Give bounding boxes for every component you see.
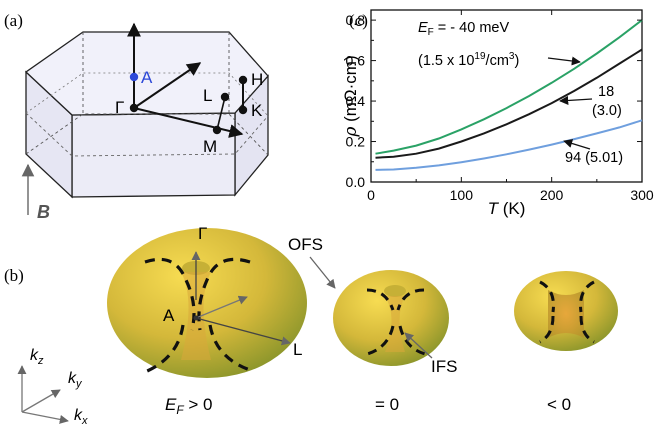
resistivity-chart: 0 100 200 300 0.0 0.2 0.4 0.6 0.8 T (K) ρ (mΩ·cm) [341,9,654,218]
y-tick-label-0: 0.0 [346,174,366,190]
panel-c-label: (c) [349,11,368,30]
fermi-surface-zero [333,270,449,366]
torus-small-dash-bl [539,315,555,344]
kx-label: kx [74,407,88,427]
point-gamma-label: Γ [115,98,124,117]
y-tick-label-1: 0.2 [346,134,366,150]
torus-large [107,228,307,378]
ifs-label: IFS [431,357,457,376]
point-k-label: K [251,101,263,120]
x-axis-label: T (K) [488,199,526,218]
torus-medium [333,270,449,366]
density-annotation: (1.5 x 1019/cm3) [418,51,519,69]
torus-medium-ifs [385,296,405,352]
hexagonal-prism [24,31,269,199]
fermi-surface-positive [107,228,307,378]
torus-medium-neck [384,285,406,297]
panel-a: (a) A Γ H L K [4,11,269,222]
panel-a-label: (a) [4,11,23,30]
panel-c: (c) 0 100 200 300 0.0 0.2 0.4 0.6 0.8 T (K) ρ (mΩ·… [341,9,654,218]
l-label-b: L [293,340,302,359]
point-m-label: M [203,137,217,156]
blue-label-pointer [563,139,591,150]
a-to-l-arrow [195,317,291,346]
black-series-label-2: (3.0) [592,103,622,119]
torus-large-dash-tr [197,257,251,331]
torus-medium-dash-tl [366,288,395,311]
point-a-dot [129,72,139,82]
point-l-label: L [203,86,212,105]
series-line-0 [375,19,643,155]
x-tick-label-1: 100 [450,187,474,203]
a-to-ifs-arrow [195,295,248,319]
black-label-pointer [559,95,593,106]
torus-small-dash-br [579,315,595,344]
gamma-label-b: Γ [198,224,207,243]
point-l-dot [220,92,230,102]
ky-label: ky [68,370,83,390]
torus-medium-dash-tr [396,288,425,311]
torus-medium-dash-br [398,325,426,356]
black-series-label-1: 18 [598,84,614,100]
torus-small-dash-tr [579,280,595,313]
y-tick-label-3: 0.6 [346,53,366,69]
torus-large-center-dot [193,315,199,321]
case-label-negative: < 0 [547,395,571,414]
point-gamma-dot [129,103,139,113]
l-m-edge [216,96,226,131]
y-tick-label-2: 0.4 [346,93,366,109]
y-axis-label: ρ (mΩ·cm) [341,55,361,137]
ky-arrow [21,389,61,413]
x-tick-label-2: 200 [540,187,564,203]
kz-label: kz [30,347,44,367]
point-k-dot [238,105,248,115]
x-tick-label-3: 300 [630,187,654,203]
k-axes: kz ky kx [17,347,88,427]
y-tick-label-4: 0.8 [346,12,366,28]
torus-small-ifs [548,290,584,338]
gamma-to-h-arrow [133,62,202,109]
kx-arrow [21,411,69,424]
ofs-pointer [309,256,336,289]
fermi-surface-negative [514,271,618,351]
point-a-label: A [141,68,153,87]
point-m-dot [212,125,222,135]
a-label-b: A [163,306,175,325]
series-line-1 [375,48,643,159]
case-label-positive: EF > 0 [165,395,213,417]
gamma-to-m-arrow [133,107,244,138]
torus-large-dash-br [208,324,251,372]
ifs-pointer [404,332,433,359]
point-h-label: H [251,70,263,89]
ofs-label: OFS [288,235,323,254]
x-tick-label-0: 0 [367,187,375,203]
point-h-dot [238,75,248,85]
series-line-2 [375,119,643,171]
case-label-zero: = 0 [375,395,399,414]
panel-b: (b) Γ A L OFS IFS [4,224,618,427]
blue-series-label: 94 (5.01) [565,150,623,166]
panel-b-label: (b) [4,266,24,285]
torus-medium-dash-bl [366,325,395,356]
ef-annotation: EF = - 40 meV [418,20,509,38]
torus-large-dash-bl [144,324,185,374]
field-label: B [37,202,50,222]
prism-midplane [25,112,269,157]
torus-large-dash-tl [144,257,196,331]
torus-small-dash-tl [539,280,555,313]
green-label-pointer [547,56,581,66]
